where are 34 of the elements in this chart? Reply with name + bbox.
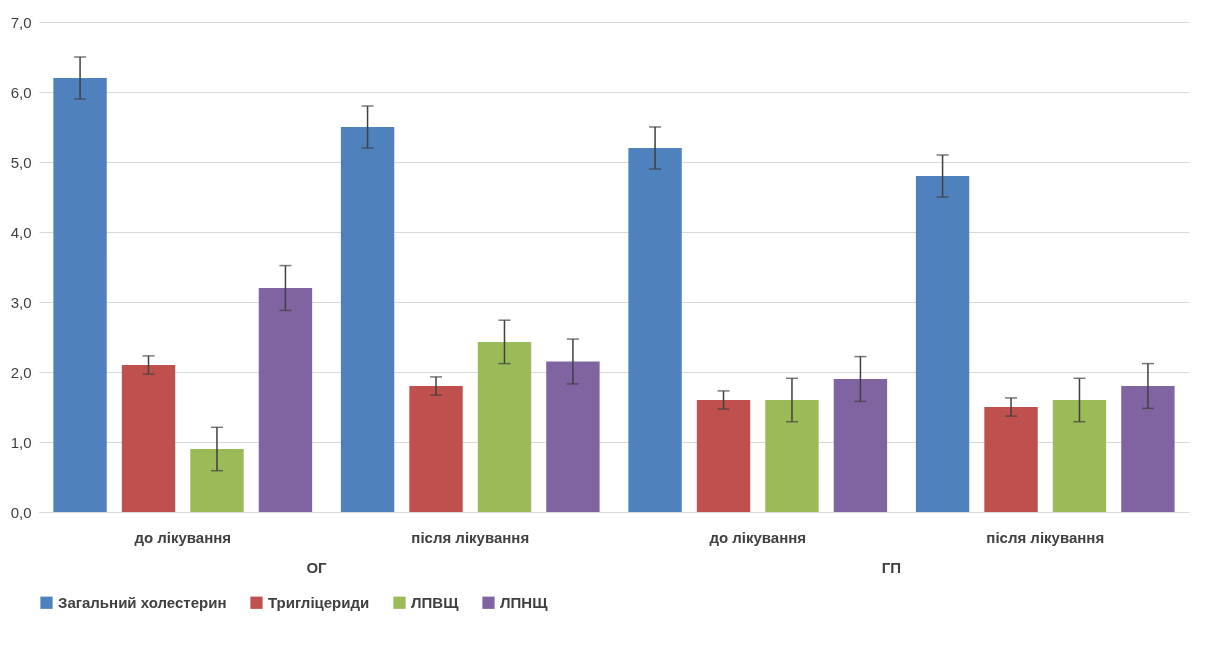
bar xyxy=(696,400,751,512)
bar xyxy=(409,386,463,512)
y-tick-label: 3,0 xyxy=(10,293,32,311)
bar xyxy=(53,78,107,512)
legend-label: ЛПНЩ xyxy=(500,593,549,611)
x-tick-label: до лікування xyxy=(134,528,232,546)
text: ГП xyxy=(881,559,902,576)
y-tick-label: 4,0 xyxy=(10,223,32,241)
y-tick-label: 6,0 xyxy=(10,83,32,101)
bar xyxy=(833,379,888,512)
bar xyxy=(765,400,819,512)
bar xyxy=(340,127,395,512)
bar xyxy=(121,365,176,512)
bar xyxy=(546,361,600,512)
y-tick-label: 0,0 xyxy=(10,503,32,521)
bar xyxy=(258,288,313,512)
y-tick-label: 7,0 xyxy=(10,13,32,31)
x-tick-label: після лікування xyxy=(986,528,1105,546)
bar xyxy=(915,176,970,512)
y-tick-label: 2,0 xyxy=(10,363,32,381)
bar xyxy=(1121,386,1175,512)
legend-label: Загальний холестерин xyxy=(58,593,227,611)
x-tick-label: до лікування xyxy=(709,528,807,546)
legend-label: Тригліцериди xyxy=(268,593,370,611)
bar xyxy=(1052,400,1107,512)
bar xyxy=(628,148,682,512)
y-tick-label: 1,0 xyxy=(10,433,32,451)
legend-label: ЛПВЩ xyxy=(411,593,460,611)
bar xyxy=(190,449,244,512)
x-tick-label: після лікування xyxy=(411,528,530,546)
text: ОГ xyxy=(306,559,327,576)
bar xyxy=(477,341,532,512)
bar xyxy=(984,407,1038,512)
y-tick-label: 5,0 xyxy=(10,153,32,171)
